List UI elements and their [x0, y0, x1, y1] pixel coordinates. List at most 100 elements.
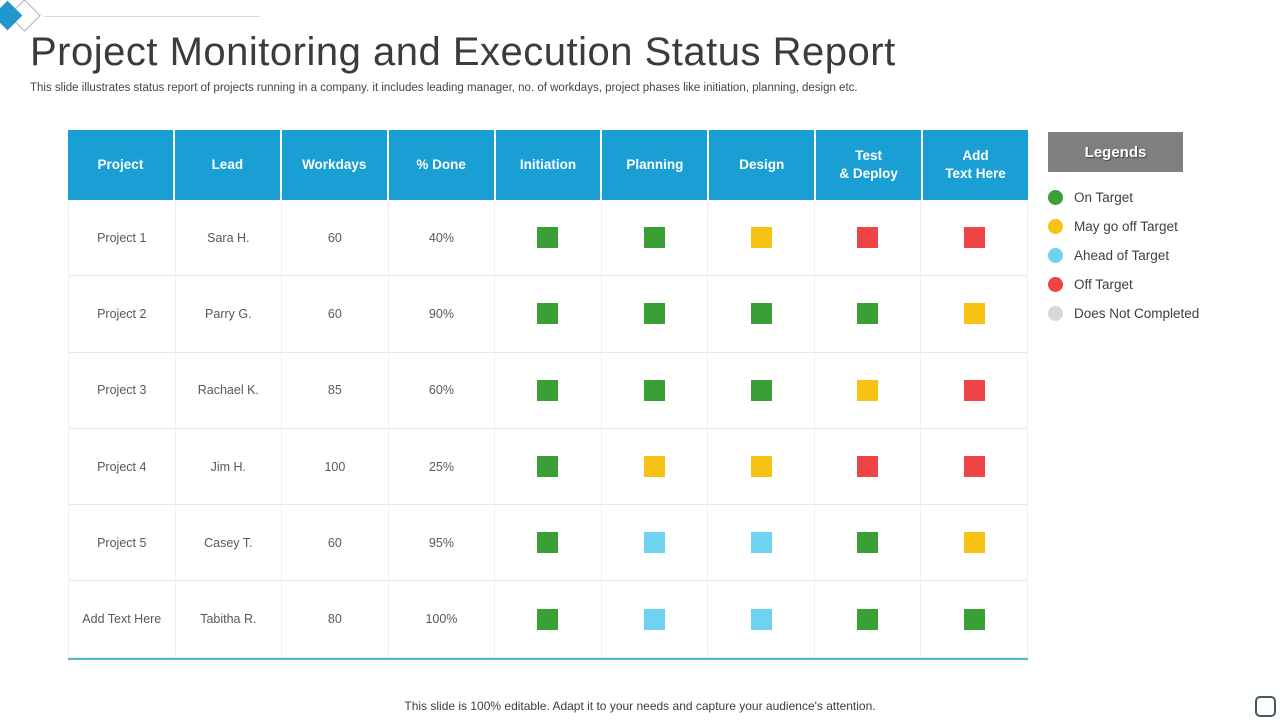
cell-project: Project 2 — [69, 276, 176, 353]
cell-lead: Sara H. — [175, 200, 283, 277]
cell-status — [601, 276, 709, 353]
page-title: Project Monitoring and Execution Status … — [30, 30, 896, 74]
cell-status — [601, 581, 709, 658]
cell-done: 100% — [388, 581, 496, 658]
table-row: Project 2 Parry G. 60 90% — [69, 276, 1028, 353]
table-row: Project 3 Rachael K. 85 60% — [69, 352, 1028, 429]
table-row: Project 4 Jim H. 100 25% — [69, 428, 1028, 506]
cell-workdays: 60 — [282, 276, 389, 353]
cell-done: 95% — [388, 505, 496, 582]
column-header-4: Initiation — [495, 130, 601, 200]
cell-status — [921, 505, 1028, 582]
legend-header: Legends — [1048, 132, 1183, 172]
legend-label: Ahead of Target — [1074, 248, 1170, 263]
status-table: Project Lead Workdays% Done Initiation Plann… — [68, 130, 1028, 660]
logo-divider-line — [44, 16, 260, 17]
column-header-8: Add Text Here — [923, 130, 1028, 200]
cell-lead: Tabitha R. — [175, 581, 283, 658]
status-square-yellow — [644, 456, 666, 478]
column-header-7: Test & Deploy — [816, 130, 922, 200]
legend-item: May go off Target — [1048, 212, 1278, 241]
legend-label: Does Not Completed — [1074, 306, 1200, 321]
legend-dot-green — [1048, 190, 1063, 205]
status-square-green — [750, 379, 772, 401]
legend-item: Off Target — [1048, 270, 1278, 299]
status-square-green — [857, 303, 879, 325]
cell-status — [814, 505, 922, 582]
cell-done: 25% — [388, 428, 496, 506]
cell-workdays: 100 — [282, 428, 389, 506]
cell-status — [601, 505, 709, 582]
status-square-red — [963, 456, 985, 478]
column-header-3: % Done — [388, 130, 494, 200]
cell-status — [921, 352, 1028, 429]
status-square-green — [537, 379, 559, 401]
table-body: Project 1 Sara H. 60 40% Project 2 Parry G. 60… — [68, 200, 1028, 658]
status-square-red — [963, 379, 985, 401]
status-square-green — [644, 379, 666, 401]
column-header-2: Workdays — [281, 130, 387, 200]
status-square-green — [644, 227, 666, 249]
legend-dot-yellow — [1048, 219, 1063, 234]
checkbox-icon[interactable] — [1255, 696, 1276, 717]
cell-status — [708, 505, 815, 582]
cell-status — [708, 581, 815, 658]
cell-status — [708, 352, 815, 429]
status-square-green — [537, 456, 559, 478]
cell-status — [921, 428, 1028, 506]
status-square-yellow — [857, 379, 879, 401]
status-square-blue — [750, 608, 772, 630]
status-square-yellow — [963, 532, 985, 554]
cell-lead: Parry G. — [175, 276, 283, 353]
cell-status — [601, 200, 709, 277]
status-square-yellow — [750, 456, 772, 478]
legend-label: On Target — [1074, 190, 1134, 205]
cell-status — [814, 428, 922, 506]
cell-status — [495, 276, 602, 353]
legend-items: On Target May go off Target Ahead of Targe… — [1048, 183, 1278, 328]
cell-lead: Rachael K. — [175, 352, 283, 429]
cell-status — [921, 276, 1028, 353]
page-subtitle: This slide illustrates status report of … — [30, 82, 858, 94]
table-row: Project 1 Sara H. 60 40% — [69, 200, 1028, 277]
status-square-blue — [750, 532, 772, 554]
status-square-green — [537, 303, 559, 325]
status-square-blue — [644, 608, 666, 630]
cell-status — [708, 276, 815, 353]
table-header-row: Project Lead Workdays% Done Initiation Plann… — [68, 130, 1028, 200]
legend-dot-gray — [1048, 306, 1063, 321]
legend-dot-blue — [1048, 248, 1063, 263]
legend: Legends On Target May go off Target Ahead … — [1048, 132, 1278, 328]
column-header-5: Planning — [602, 130, 708, 200]
cell-project: Project 3 — [69, 352, 176, 429]
logo — [0, 0, 280, 36]
cell-status — [495, 200, 602, 277]
cell-status — [708, 428, 815, 506]
legend-item: On Target — [1048, 183, 1278, 212]
cell-done: 90% — [388, 276, 496, 353]
status-square-green — [537, 227, 559, 249]
cell-workdays: 60 — [282, 505, 389, 582]
cell-status — [814, 200, 922, 277]
column-header-0: Project — [68, 130, 173, 200]
footer-note: This slide is 100% editable. Adapt it to… — [404, 699, 876, 713]
cell-status — [814, 581, 922, 658]
status-square-blue — [644, 532, 666, 554]
cell-status — [921, 581, 1028, 658]
cell-project: Project 1 — [69, 200, 176, 277]
cell-status — [495, 352, 602, 429]
status-square-yellow — [750, 227, 772, 249]
status-square-green — [750, 303, 772, 325]
cell-status — [814, 276, 922, 353]
status-square-red — [857, 456, 879, 478]
cell-done: 60% — [388, 352, 496, 429]
status-square-yellow — [963, 303, 985, 325]
cell-project: Project 5 — [69, 505, 176, 582]
cell-lead: Casey T. — [175, 505, 283, 582]
cell-status — [495, 581, 602, 658]
table-row: Project 5 Casey T. 60 95% — [69, 505, 1028, 582]
status-square-green — [857, 532, 879, 554]
legend-item: Does Not Completed — [1048, 299, 1278, 328]
status-square-green — [537, 608, 559, 630]
